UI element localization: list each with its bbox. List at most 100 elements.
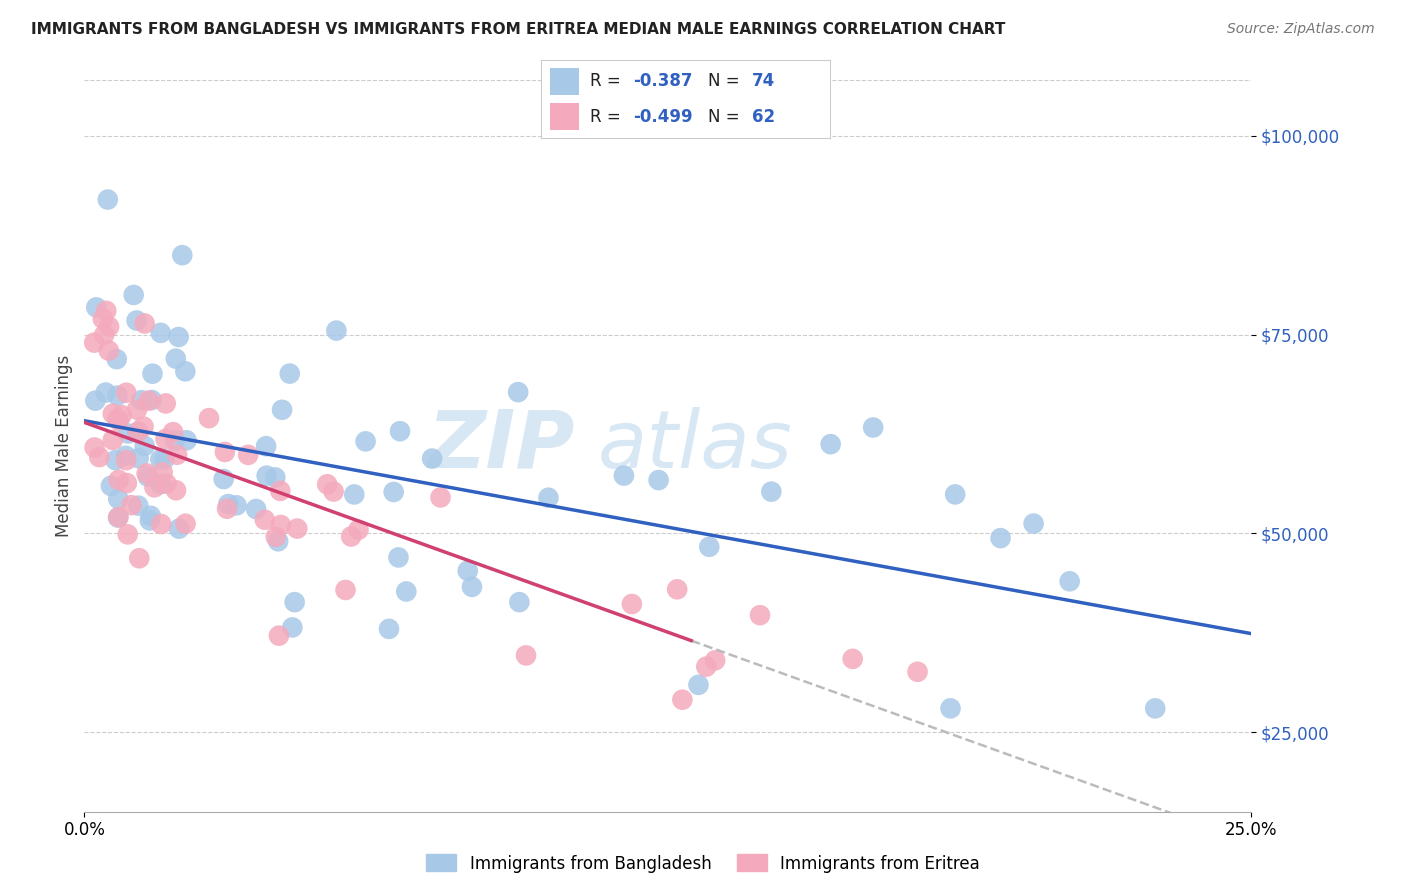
Point [395, 584, 418, 599]
Point [141, 367, 163, 381]
Point [939, 701, 962, 715]
Point [121, 498, 143, 512]
Point [267, 629, 290, 643]
Text: 62: 62 [752, 108, 775, 126]
Text: -0.499: -0.499 [634, 108, 693, 126]
Point [176, 434, 198, 448]
Point [943, 487, 966, 501]
Point [264, 530, 287, 544]
Point [105, 352, 128, 367]
Y-axis label: Median Male Earnings: Median Male Earnings [55, 355, 73, 537]
Point [89, 450, 111, 464]
Point [697, 540, 720, 554]
Point [285, 522, 308, 536]
Point [115, 453, 138, 467]
Point [340, 529, 363, 543]
Point [1022, 516, 1045, 531]
Point [278, 367, 301, 381]
Point [322, 484, 344, 499]
Point [457, 564, 479, 578]
Point [256, 468, 278, 483]
Point [117, 527, 139, 541]
Point [198, 411, 221, 425]
Point [135, 467, 157, 481]
Point [172, 248, 194, 262]
Point [149, 477, 172, 491]
Point [83, 335, 105, 350]
Point [820, 437, 842, 451]
Point [163, 434, 186, 448]
Text: R =: R = [591, 108, 626, 126]
Point [162, 425, 184, 439]
Point [343, 487, 366, 501]
Point [269, 483, 291, 498]
Point [284, 595, 307, 609]
Point [267, 534, 290, 549]
Text: -0.387: -0.387 [634, 72, 693, 90]
Point [271, 402, 294, 417]
Point [96, 303, 118, 318]
Point [1059, 574, 1081, 589]
Point [167, 522, 190, 536]
Point [84, 393, 107, 408]
Point [155, 432, 177, 446]
Point [107, 473, 129, 487]
Point [107, 413, 129, 427]
Point [214, 445, 236, 459]
Point [152, 466, 174, 480]
Point [281, 620, 304, 634]
Text: 74: 74 [752, 72, 775, 90]
Point [316, 477, 339, 491]
Text: Source: ZipAtlas.com: Source: ZipAtlas.com [1227, 22, 1375, 37]
Point [127, 499, 149, 513]
Point [217, 497, 239, 511]
Point [93, 327, 115, 342]
Point [149, 326, 172, 340]
Point [862, 420, 884, 434]
Point [253, 513, 276, 527]
Point [122, 288, 145, 302]
Point [704, 653, 727, 667]
Point [101, 407, 124, 421]
Point [515, 648, 537, 663]
Point [101, 433, 124, 447]
Point [111, 408, 134, 422]
Point [508, 595, 530, 609]
Point [149, 452, 172, 467]
Point [1144, 701, 1167, 715]
Point [117, 426, 139, 441]
Point [97, 193, 120, 207]
Point [167, 330, 190, 344]
Point [107, 510, 129, 524]
Point [125, 313, 148, 327]
Point [91, 311, 114, 326]
Point [134, 439, 156, 453]
Point [174, 364, 197, 378]
Point [695, 659, 717, 673]
Point [132, 419, 155, 434]
Text: atlas: atlas [598, 407, 793, 485]
Point [212, 472, 235, 486]
Point [155, 476, 177, 491]
Point [165, 351, 187, 366]
Point [537, 491, 560, 505]
Text: R =: R = [591, 72, 626, 90]
Point [461, 580, 484, 594]
Point [128, 551, 150, 566]
Point [215, 501, 238, 516]
Point [389, 424, 412, 438]
Point [671, 692, 693, 706]
Point [138, 393, 160, 408]
Point [238, 448, 260, 462]
Point [354, 434, 377, 449]
Point [107, 510, 129, 524]
Point [127, 425, 149, 439]
Point [97, 343, 120, 358]
Point [134, 317, 156, 331]
Point [347, 523, 370, 537]
Point [136, 469, 159, 483]
Point [174, 516, 197, 531]
Point [620, 597, 643, 611]
Point [264, 470, 287, 484]
Point [94, 385, 117, 400]
